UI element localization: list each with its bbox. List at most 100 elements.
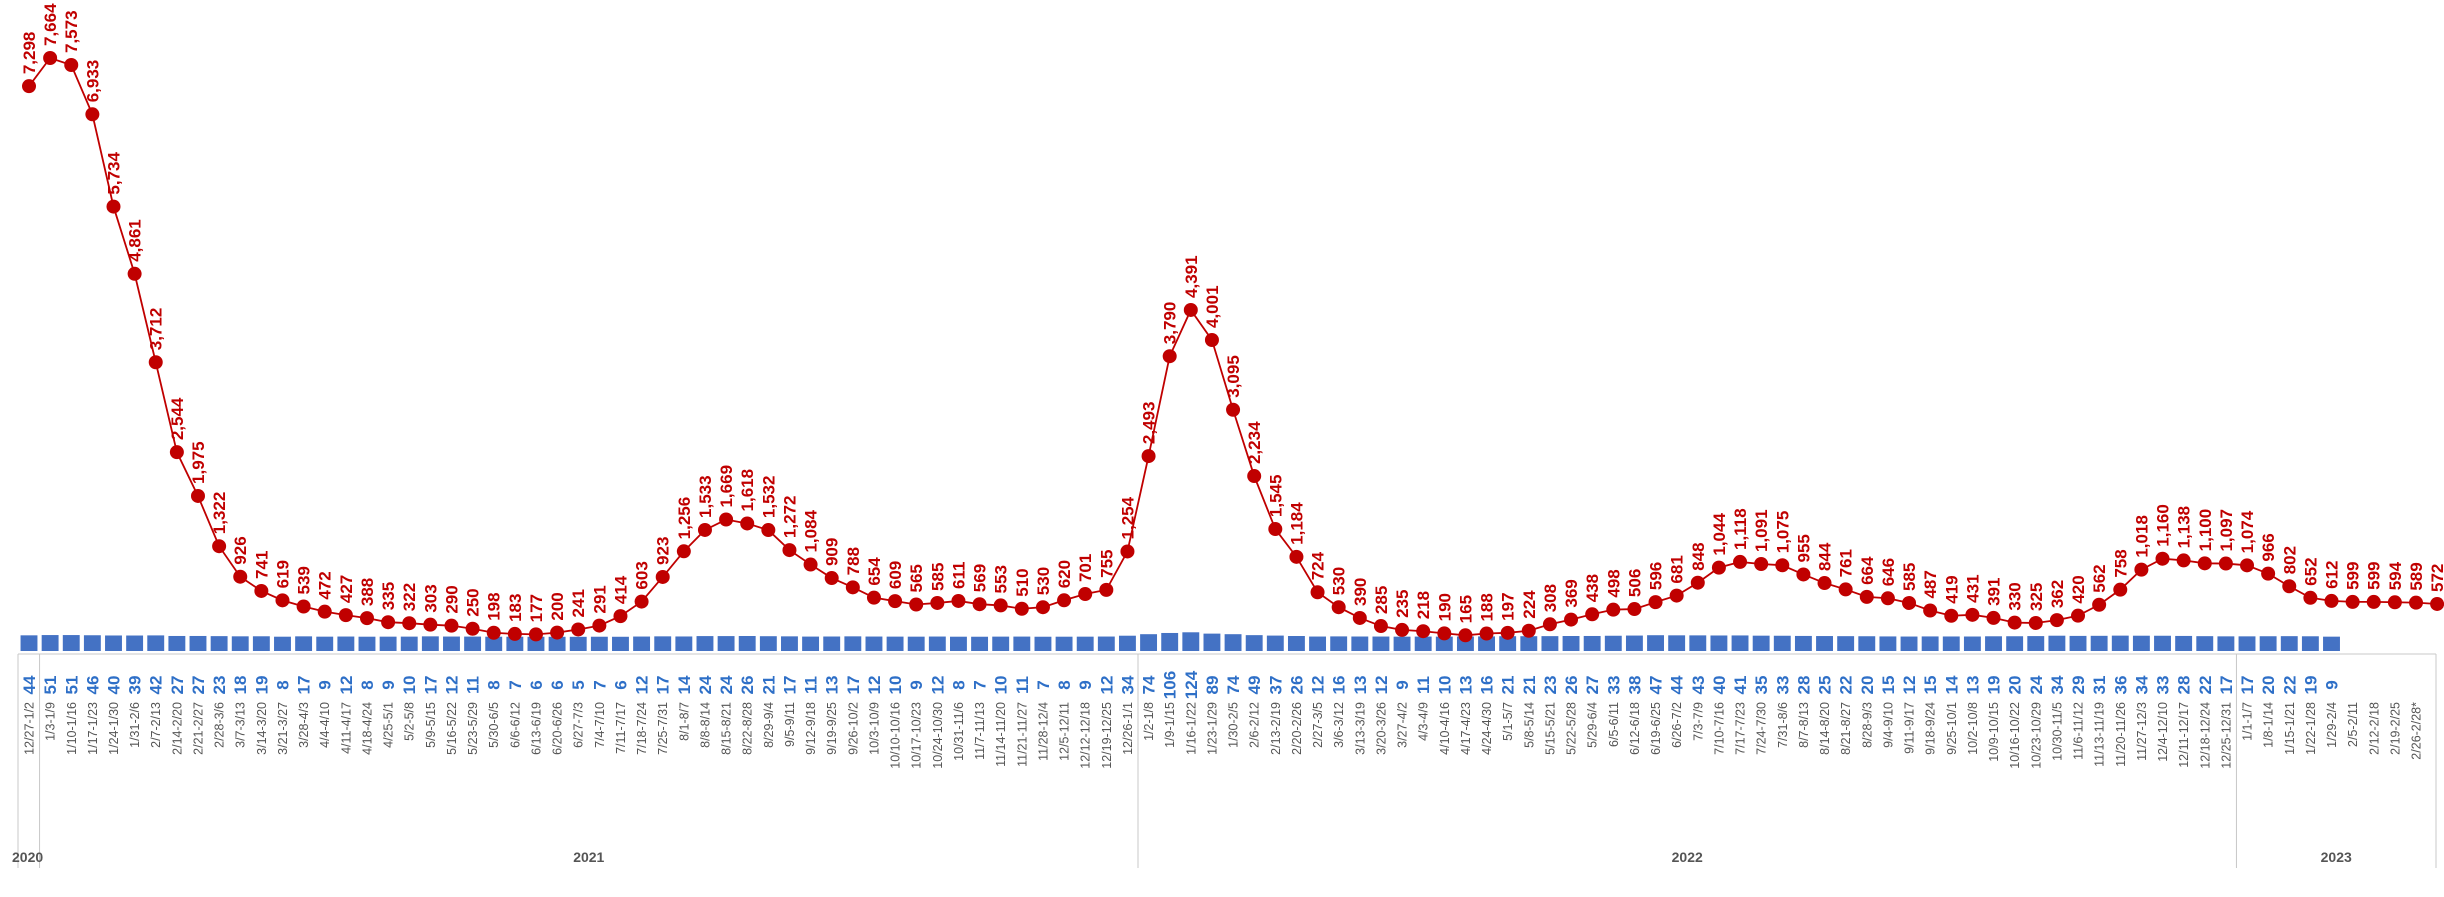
data-point	[1120, 544, 1135, 559]
bar-value-label: 16	[1330, 676, 1349, 695]
data-point	[930, 595, 945, 610]
data-point	[2430, 596, 2444, 611]
bar	[633, 636, 651, 651]
data-point	[1500, 625, 1515, 640]
line-value-label: 609	[886, 561, 905, 589]
bar	[1731, 635, 1749, 651]
line-value-label: 3,790	[1161, 302, 1180, 345]
bar	[210, 636, 228, 651]
data-point	[1416, 624, 1431, 639]
year-label: 2023	[2321, 849, 2352, 865]
x-tick-label: 9/4-9/10	[1881, 702, 1895, 748]
data-point	[1838, 582, 1853, 597]
line-value-label: 188	[1478, 593, 1497, 621]
line-value-label: 1,018	[2132, 515, 2151, 558]
data-point	[296, 599, 311, 614]
x-tick-label: 7/4-7/10	[593, 702, 607, 748]
x-tick-label: 11/14-11/20	[994, 702, 1008, 767]
x-tick-label: 9/18-9/24	[1924, 702, 1938, 755]
bar-value-label: 89	[1203, 676, 1222, 695]
bar	[316, 636, 334, 651]
bar	[1182, 632, 1200, 651]
x-tick-label: 5/2-5/8	[403, 702, 417, 741]
data-point	[1183, 302, 1198, 317]
data-point	[1711, 560, 1726, 575]
bar	[1942, 636, 1960, 651]
data-point	[1014, 601, 1029, 616]
bar	[1900, 636, 1918, 651]
x-tick-label: 5/8-5/14	[1522, 702, 1536, 748]
x-tick-label: 7/24-7/30	[1755, 702, 1769, 755]
bar-value-label: 12	[1097, 676, 1116, 695]
x-tick-label: 5/1-5/7	[1501, 702, 1515, 741]
bar-value-label: 18	[231, 676, 250, 695]
x-tick-label: 6/27-7/3	[572, 702, 586, 748]
bar	[696, 636, 714, 651]
x-tick-label: 10/17-10/23	[910, 702, 924, 769]
data-point	[634, 594, 649, 609]
bar	[231, 636, 249, 651]
bar-value-label: 8	[273, 680, 292, 689]
data-point	[1352, 610, 1367, 625]
data-point	[1606, 602, 1621, 617]
line-value-label: 506	[1625, 569, 1644, 597]
data-point	[2303, 590, 2318, 605]
x-tick-label: 4/11-4/17	[339, 702, 353, 754]
x-tick-label: 9/5-9/11	[783, 702, 797, 747]
data-point	[190, 488, 205, 503]
data-point	[1331, 600, 1346, 615]
bar	[844, 636, 862, 651]
data-point	[2007, 615, 2022, 630]
bar-value-label: 35	[1752, 676, 1771, 695]
data-point	[106, 199, 121, 214]
bar	[1921, 636, 1939, 651]
data-point	[1859, 589, 1874, 604]
line-value-label: 419	[1942, 575, 1961, 603]
bar-value-label: 9	[907, 680, 926, 689]
bar-value-label: 10	[992, 676, 1011, 695]
bar	[1224, 634, 1242, 651]
bar	[252, 636, 270, 651]
line-value-label: 844	[1816, 542, 1835, 571]
bar	[105, 635, 122, 651]
bar-value-label: 17	[421, 676, 440, 695]
x-tick-label: 12/27-1/2	[23, 702, 37, 755]
x-tick-label: 9/26-10/2	[846, 702, 860, 755]
x-tick-label: 1/15-1/21	[2283, 702, 2297, 755]
data-point	[1542, 617, 1557, 632]
data-point	[1035, 600, 1050, 615]
line-value-label: 510	[1013, 568, 1032, 596]
x-tick-label: 8/22-8/28	[741, 702, 755, 755]
data-point	[1204, 332, 1219, 347]
line-value-label: 472	[316, 571, 335, 599]
x-tick-label: 4/25-5/1	[382, 702, 396, 748]
line-value-label: 802	[2280, 546, 2299, 574]
bar-value-label: 42	[147, 676, 166, 695]
line-value-label: 619	[273, 560, 292, 588]
x-tick-label: 1/29-2/4	[2325, 702, 2339, 748]
axis-layer: 12/27-1/2 1/3-1/9 1/10-1/16 1/17-1/23 1/24-1…	[12, 653, 2437, 868]
bar	[1604, 635, 1622, 651]
line-value-label: 4,001	[1203, 285, 1222, 328]
x-tick-label: 6/19-6/25	[1649, 702, 1663, 755]
line-series	[22, 51, 2444, 643]
data-point	[1078, 587, 1093, 602]
bar	[1161, 632, 1179, 651]
data-point	[317, 604, 332, 619]
data-point	[697, 522, 712, 537]
bar-value-label: 8	[358, 680, 377, 689]
x-tick-label: 3/28-4/3	[297, 702, 311, 748]
line-value-label: 1,256	[675, 497, 694, 540]
line-value-label: 530	[1330, 567, 1349, 595]
x-tick-label: 5/29-6/4	[1586, 702, 1600, 748]
line-value-label: 438	[1583, 574, 1602, 602]
bar-value-label: 21	[1520, 676, 1539, 695]
data-point	[2176, 553, 2191, 568]
line-value-label: 1,532	[759, 476, 778, 519]
bar-value-label: 7	[590, 680, 609, 689]
line-value-label: 414	[611, 575, 630, 604]
line-value-label: 848	[1689, 542, 1708, 570]
line-value-label: 664	[1858, 556, 1877, 585]
line-value-label: 2,493	[1140, 402, 1159, 445]
